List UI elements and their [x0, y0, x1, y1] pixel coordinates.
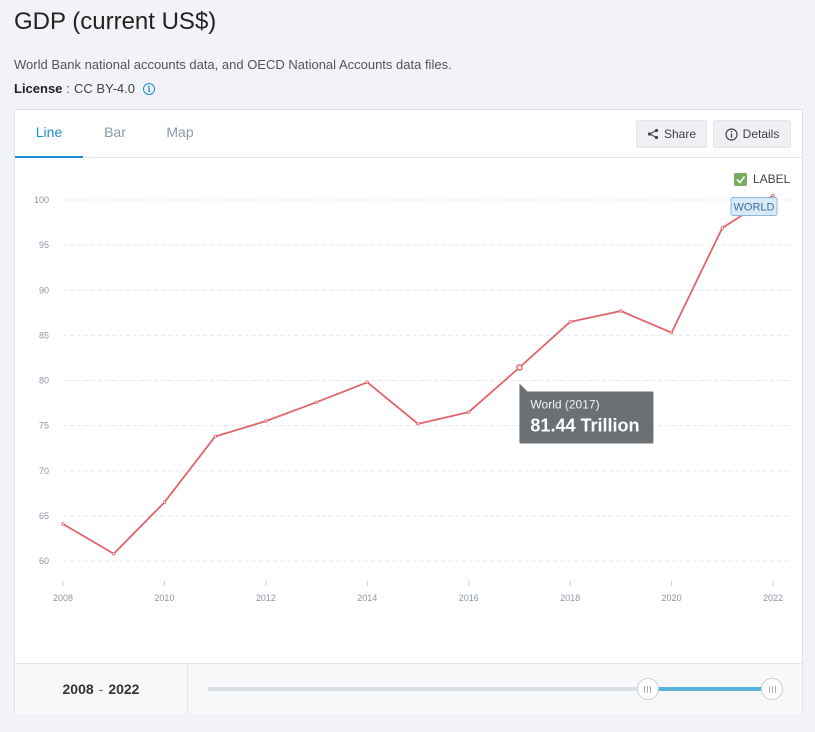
tab-map[interactable]: Map — [166, 124, 194, 140]
y-tick-label: 70 — [39, 466, 49, 476]
chart-tabs: Line Bar Map Share — [15, 110, 802, 158]
x-tick-label: 2018 — [560, 593, 580, 603]
x-tick-label: 2016 — [459, 593, 479, 603]
data-point[interactable] — [771, 193, 775, 198]
data-point[interactable] — [416, 422, 420, 426]
details-button[interactable]: Details — [713, 120, 791, 148]
tab-line[interactable]: Line — [15, 110, 83, 158]
y-tick-label: 65 — [39, 511, 49, 521]
range-separator: - — [98, 681, 104, 697]
license-value: CC BY-4.0 — [74, 81, 135, 96]
y-tick-label: 75 — [39, 421, 49, 431]
range-end: 2022 — [108, 681, 140, 697]
data-point[interactable] — [264, 419, 268, 423]
data-point[interactable] — [669, 330, 674, 335]
tab-bar[interactable]: Bar — [104, 124, 126, 140]
data-point[interactable] — [720, 226, 724, 230]
share-icon — [647, 128, 659, 140]
data-point[interactable] — [467, 410, 471, 414]
label-checkbox[interactable] — [734, 173, 747, 186]
y-tick-label: 95 — [39, 240, 49, 250]
range-end-handle[interactable] — [761, 678, 783, 700]
data-point[interactable] — [365, 380, 369, 385]
share-button[interactable]: Share — [636, 120, 707, 148]
series-end-label-box — [730, 196, 778, 216]
tooltip-box — [519, 391, 654, 444]
info-icon[interactable]: i — [142, 82, 155, 95]
x-tick-label: 2012 — [256, 593, 276, 603]
y-tick-label: 60 — [39, 556, 49, 566]
page-title: GDP (current US$) — [14, 8, 217, 35]
tooltip-title: World (2017) — [530, 398, 599, 412]
info-circle-icon — [725, 127, 738, 141]
x-tick-label: 2014 — [357, 593, 377, 603]
tooltip-pointer — [519, 383, 528, 392]
data-point[interactable] — [568, 320, 572, 324]
data-point[interactable] — [61, 522, 65, 526]
x-tick-label: 2022 — [763, 593, 783, 603]
data-point[interactable] — [619, 309, 623, 313]
license-row: License : CC BY-4.0 i — [14, 81, 155, 96]
check-icon — [736, 176, 746, 184]
chart-panel: Line Bar Map Share — [14, 109, 803, 714]
data-point[interactable] — [516, 364, 523, 371]
x-tick-label: 2010 — [154, 593, 174, 603]
data-point[interactable] — [314, 400, 319, 404]
data-point[interactable] — [112, 552, 116, 556]
range-slider-track[interactable] — [208, 687, 772, 691]
source-text: World Bank national accounts data, and O… — [14, 57, 452, 72]
tooltip-value: 81.44 Trillion — [530, 416, 639, 436]
range-slider-fill — [647, 687, 772, 691]
data-point[interactable] — [213, 434, 217, 439]
x-tick-label: 2020 — [662, 593, 682, 603]
x-tick-label: 2008 — [53, 593, 73, 603]
y-tick-label: 85 — [39, 330, 49, 340]
y-tick-label: 90 — [39, 285, 49, 295]
share-label: Share — [663, 127, 697, 141]
license-label: License — [14, 81, 63, 96]
data-point[interactable] — [162, 500, 167, 505]
y-tick-label: 100 — [34, 195, 49, 205]
range-start: 2008 — [62, 681, 94, 697]
line-chart: 60 65 70 75 80 85 90 95 100 2008 2010 2012 2014 2016 2… — [34, 172, 793, 603]
y-tick-label: 80 — [39, 376, 49, 386]
series-line-world — [62, 194, 774, 555]
range-label: 2008-2022 — [15, 664, 188, 714]
range-footer: 2008-2022 — [15, 663, 802, 714]
label-toggle-text: LABEL — [753, 172, 791, 186]
range-start-handle[interactable] — [636, 678, 659, 700]
details-label: Details — [742, 127, 780, 141]
series-end-label: WORLD — [734, 201, 775, 213]
